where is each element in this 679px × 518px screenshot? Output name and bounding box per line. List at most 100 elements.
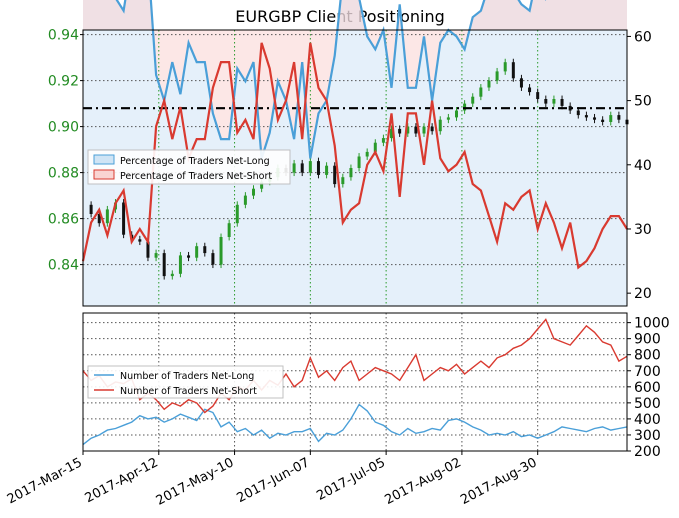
candle-body bbox=[260, 181, 264, 189]
candle-body bbox=[528, 87, 532, 93]
candle-body bbox=[252, 188, 256, 196]
top-panel-frame bbox=[82, 29, 628, 307]
count-tick-label: 700 bbox=[634, 364, 661, 380]
candle-body bbox=[463, 103, 467, 111]
x-axis: 2017-Mar-152017-Apr-122017-May-102017-Ju… bbox=[5, 451, 540, 509]
candle-body bbox=[325, 165, 329, 175]
count-long-line bbox=[82, 403, 628, 446]
candle-body bbox=[487, 80, 491, 88]
candle-body bbox=[146, 241, 150, 258]
candle-body bbox=[438, 119, 442, 132]
x-tick-label: 2017-Apr-12 bbox=[83, 455, 161, 506]
x-tick-label: 2017-Aug-02 bbox=[382, 455, 463, 508]
net-long-line bbox=[115, 0, 547, 159]
candle-body bbox=[178, 255, 182, 274]
candle-body bbox=[398, 128, 402, 134]
candle-body bbox=[308, 161, 312, 173]
candle-body bbox=[568, 105, 572, 111]
candle-body bbox=[154, 253, 158, 258]
x-tick-label: 2017-Jul-05 bbox=[314, 455, 388, 504]
legend-label-short: Percentage of Traders Net-Short bbox=[120, 171, 272, 182]
count-tick-label: 300 bbox=[634, 428, 661, 444]
count-tick-label: 600 bbox=[634, 380, 661, 396]
candle-body bbox=[122, 202, 126, 235]
candle-body bbox=[219, 237, 223, 265]
candle-body bbox=[544, 99, 548, 104]
sentiment-tick-label: 30 bbox=[634, 222, 652, 238]
candle-body bbox=[406, 126, 410, 134]
candle-body bbox=[97, 214, 101, 224]
price-tick-label: 0.94 bbox=[48, 28, 79, 44]
candle-body bbox=[105, 209, 109, 224]
candle-body bbox=[316, 161, 320, 175]
candle-body bbox=[503, 62, 507, 72]
net-short-area bbox=[83, 0, 627, 159]
count-tick-label: 1000 bbox=[634, 316, 670, 332]
x-tick-label: 2017-Jun-07 bbox=[235, 455, 313, 506]
count-tick-label: 400 bbox=[634, 412, 661, 428]
candle-body bbox=[422, 126, 426, 134]
candle-body bbox=[430, 126, 434, 132]
count-tick-label: 800 bbox=[634, 348, 661, 364]
candle-body bbox=[138, 239, 142, 242]
candle-body bbox=[454, 110, 458, 118]
candle-body bbox=[593, 117, 597, 120]
candle-body bbox=[341, 177, 345, 185]
candle-body bbox=[170, 273, 174, 277]
candle-body bbox=[300, 163, 304, 173]
candle-body bbox=[446, 117, 450, 120]
candle-body bbox=[519, 78, 523, 88]
candle-body bbox=[243, 195, 247, 205]
count-tick-label: 900 bbox=[634, 332, 661, 348]
candle-body bbox=[609, 115, 613, 122]
legend-swatch-long bbox=[93, 154, 115, 165]
candle-body bbox=[162, 253, 166, 277]
candle-body bbox=[601, 119, 605, 122]
x-tick-label: 2017-May-10 bbox=[154, 455, 237, 508]
legend-label-long: Number of Traders Net-Long bbox=[120, 371, 254, 382]
legend-box bbox=[87, 149, 291, 185]
candle-body bbox=[89, 204, 93, 214]
candle-body bbox=[381, 138, 385, 143]
candle-body bbox=[390, 128, 394, 139]
count-short-line bbox=[82, 318, 628, 414]
sentiment-tick-label: 40 bbox=[634, 158, 652, 174]
candle-body bbox=[187, 255, 191, 258]
legend-swatch-short bbox=[93, 169, 115, 180]
x-tick-label: 2017-Aug-30 bbox=[458, 455, 539, 508]
bottom-legend: Number of Traders Net-Long Number of Trad… bbox=[87, 365, 284, 399]
count-tick-label: 500 bbox=[634, 396, 661, 412]
candle-body bbox=[365, 151, 369, 157]
bottom-panel-frame bbox=[82, 312, 628, 452]
price-tick-label: 0.84 bbox=[48, 258, 79, 274]
x-tick-label: 2017-Mar-15 bbox=[5, 455, 85, 507]
sentiment-tick-label: 20 bbox=[634, 286, 652, 302]
candle-body bbox=[414, 126, 418, 134]
candle-body bbox=[617, 115, 621, 120]
price-tick-label: 0.92 bbox=[48, 74, 79, 90]
price-tick-label: 0.90 bbox=[48, 120, 79, 136]
candle-body bbox=[479, 87, 483, 97]
price-tick-label: 0.86 bbox=[48, 212, 79, 228]
candle-body bbox=[584, 115, 588, 118]
candle-body bbox=[203, 246, 207, 254]
sentiment-tick-label: 60 bbox=[634, 29, 652, 45]
candle-body bbox=[292, 163, 296, 173]
candle-body bbox=[211, 253, 215, 265]
top-legend: Percentage of Traders Net-Long Percentage… bbox=[87, 149, 291, 185]
top-panel: 0.84 0.86 0.88 0.90 0.92 0.94 20 30 40 50 60 Percen… bbox=[48, 0, 652, 307]
candle-body bbox=[195, 246, 199, 258]
candle-body bbox=[357, 156, 361, 168]
candle-body bbox=[552, 99, 556, 104]
candle-body bbox=[227, 223, 231, 237]
count-tick-label: 200 bbox=[634, 444, 661, 460]
price-tick-label: 0.88 bbox=[48, 166, 79, 182]
legend-box bbox=[87, 365, 284, 399]
candle-body bbox=[495, 71, 499, 81]
candle-body bbox=[576, 110, 580, 116]
candle-body bbox=[333, 165, 337, 185]
candle-body bbox=[511, 62, 515, 79]
legend-label-long: Percentage of Traders Net-Long bbox=[120, 156, 270, 167]
